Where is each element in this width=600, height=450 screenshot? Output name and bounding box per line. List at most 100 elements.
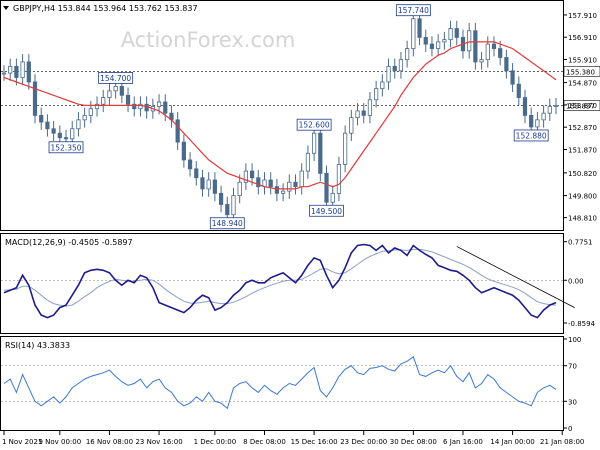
rsi-ytick-label: 0 <box>568 425 572 433</box>
candle-body <box>529 114 534 128</box>
candle-body <box>187 159 193 170</box>
candle-body <box>57 132 62 139</box>
candle-body <box>448 28 453 41</box>
candle-body <box>8 65 13 74</box>
candle-body <box>491 43 497 49</box>
level-label: 152.350 <box>51 143 82 152</box>
candle-body <box>398 59 404 72</box>
level-label-box <box>209 217 245 230</box>
level-label-box <box>98 72 134 84</box>
candle-body <box>70 128 75 140</box>
candle-body <box>324 172 329 203</box>
candle-body <box>194 168 199 179</box>
xtick-label: 8 Dec 08:00 <box>243 438 286 446</box>
candle-body <box>125 94 131 105</box>
candle-body <box>101 97 106 105</box>
candle-body <box>237 181 242 196</box>
candle-body <box>181 141 186 161</box>
macd-title: MACD(12,26,9) -0.4505 -0.5897 <box>5 238 133 247</box>
level-label-box <box>296 118 332 131</box>
price-ytick-label: 150.820 <box>568 170 597 178</box>
price-plot: 155.380 153.837 157.740 154.700 152.350 152.6… <box>1 4 600 230</box>
macd-ytick-label: 0.7751 <box>568 239 593 247</box>
candle-body <box>374 88 379 101</box>
xtick-label: 30 Dec 08:00 <box>390 438 437 446</box>
candle-body <box>386 65 391 83</box>
xtick-label: 23 Nov 16:00 <box>135 438 182 446</box>
level-label: 148.940 <box>212 219 243 228</box>
price-ytick-label: 153.870 <box>568 102 597 110</box>
candle-body <box>516 83 521 98</box>
candle-body <box>144 103 149 112</box>
candle-body <box>485 43 490 61</box>
level-label-box <box>513 129 549 142</box>
price-ytick-label: 154.870 <box>568 80 597 88</box>
candle-body <box>280 190 286 194</box>
xtick-label: 23 Dec 00:00 <box>340 438 387 446</box>
level-label: 152.600 <box>299 121 330 130</box>
candle-body <box>82 114 87 121</box>
candle-body <box>436 41 441 49</box>
candle-body <box>94 103 100 110</box>
candle-body <box>535 119 540 128</box>
candle-body <box>467 30 472 52</box>
xtick-label: 21 Jan 08:00 <box>540 438 584 446</box>
candle-body <box>20 61 25 78</box>
candle-body <box>243 170 248 183</box>
candle-body <box>473 30 478 63</box>
candle-body <box>76 119 81 130</box>
rsi-plot <box>1 356 563 410</box>
candle-body <box>336 163 342 194</box>
candle-body <box>274 186 280 194</box>
level-label-box <box>395 4 431 17</box>
candle-body <box>132 103 137 110</box>
macd-trendline <box>456 246 575 308</box>
price-ytick-label: 149.800 <box>568 193 597 201</box>
symbol-title: GBPJPY,H4 153.844 153.964 153.762 153.83… <box>13 4 198 13</box>
price-ytick-label: 148.810 <box>568 215 597 223</box>
candle-body <box>405 48 410 61</box>
xtick-label: 9 Nov 00:00 <box>38 438 81 446</box>
candle-body <box>330 192 335 203</box>
level-label: 157.740 <box>398 6 429 15</box>
candle-body <box>380 81 385 90</box>
price-ytick-label: 156.910 <box>568 34 597 42</box>
candle-body <box>287 181 292 192</box>
candle-body <box>175 119 180 143</box>
candle-body <box>14 65 19 78</box>
candle-body <box>349 117 354 134</box>
rsi-line <box>3 356 557 410</box>
watermark: ActionForex.com <box>121 28 296 52</box>
candle-body <box>163 101 168 114</box>
candle-body <box>156 101 162 107</box>
price-hline-label: 155.380 <box>566 68 595 76</box>
price-ytick-label: 151.870 <box>568 146 597 154</box>
candle-body <box>107 90 112 98</box>
candle-body <box>268 179 273 188</box>
price-panel-frame <box>0 0 564 231</box>
candle-body <box>45 121 50 130</box>
candle-body <box>510 70 515 85</box>
rsi-ytick-label: 100 <box>568 336 581 344</box>
candle-body <box>200 177 205 190</box>
price-hline-box <box>563 100 600 111</box>
candle-body <box>231 195 236 216</box>
axes: 157.910 156.910 155.910 154.870 153.870 152.8… <box>2 12 597 446</box>
candle-body <box>547 106 552 114</box>
candle-body <box>498 48 503 58</box>
macd-signal-line <box>3 248 557 307</box>
xtick-label: 1 Nov 2021 <box>2 438 42 446</box>
candle-body <box>88 108 93 116</box>
symbol-header: GBPJPY,H4 153.844 153.964 153.762 153.83… <box>3 4 198 13</box>
price-ytick-label: 155.910 <box>568 56 597 64</box>
price-hline-box <box>563 65 600 77</box>
macd-ytick-label: 0.00 <box>568 277 584 285</box>
candle-body <box>305 152 311 172</box>
candle-body <box>479 59 484 63</box>
macd-plot <box>1 243 575 319</box>
candle-body <box>256 177 261 188</box>
candle-body <box>249 170 255 179</box>
level-label: 149.500 <box>311 207 342 216</box>
moving-average-line <box>3 41 557 190</box>
candle-body <box>225 204 230 216</box>
